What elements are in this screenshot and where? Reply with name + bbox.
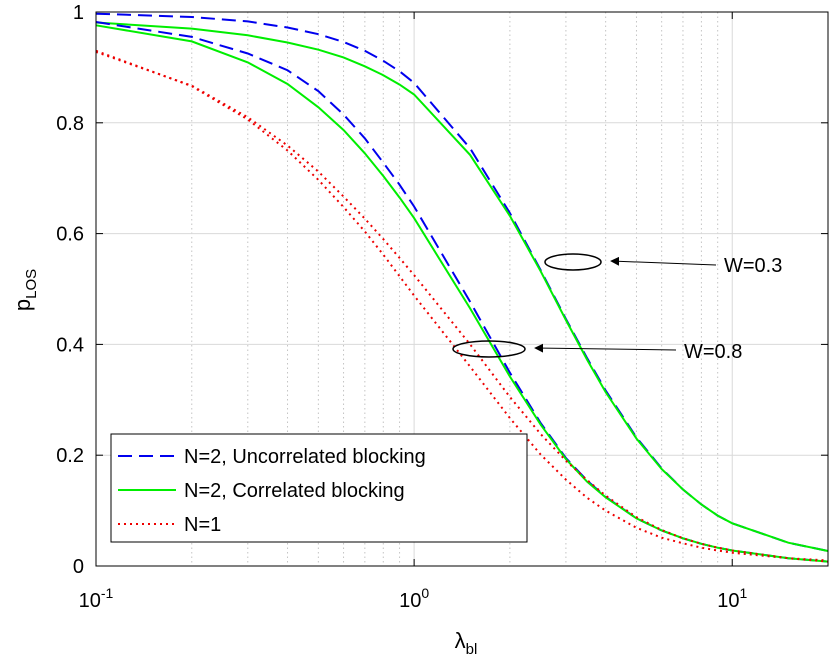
- legend-label-uncorrelated: N=2, Uncorrelated blocking: [184, 446, 426, 468]
- y-axis-label-sub: LOS: [23, 269, 40, 299]
- x-tick-label: 101: [717, 585, 747, 612]
- annotation-arrow-w08: [534, 343, 677, 353]
- x-tick-label: 100: [399, 585, 429, 612]
- y-axis-label: pLOS: [10, 269, 40, 311]
- annotation-arrow-w03: [610, 256, 717, 266]
- y-tick-label: 0.2: [56, 445, 84, 467]
- x-axis-label: λbl: [455, 628, 478, 658]
- series-line-w03-solid-1: [95, 21, 829, 552]
- y-axis-label-main: p: [10, 299, 35, 311]
- y-tick-label: 0.8: [56, 113, 84, 135]
- annotation-label-w08: W=0.8: [684, 341, 742, 363]
- y-tick-label: 0.6: [56, 224, 84, 246]
- axes-box: [95, 11, 829, 567]
- series-line-w08-dotted-5: [95, 50, 829, 563]
- ticks: 0 0.2 0.4 0.6 0.8 1 10-1 100 101: [56, 2, 828, 612]
- y-tick-label: 0: [73, 556, 84, 578]
- legend: N=2, Uncorrelated blocking N=2, Correlat…: [110, 433, 528, 543]
- y-tick-label: 1: [73, 2, 84, 24]
- legend-box: [110, 433, 528, 543]
- legend-label-correlated: N=2, Correlated blocking: [184, 480, 405, 502]
- x-tick-label: 10-1: [79, 585, 114, 612]
- x-axis-label-sub: bl: [466, 641, 478, 658]
- annotation-label-w03: W=0.3: [724, 255, 782, 277]
- x-axis-label-main: λ: [455, 628, 466, 653]
- annotation-ellipse-w08: [452, 340, 526, 358]
- y-tick-label: 0.4: [56, 334, 84, 356]
- series-layer: [95, 12, 829, 563]
- annotation-ellipse-w03: [544, 253, 602, 271]
- legend-label-n1: N=1: [184, 514, 221, 536]
